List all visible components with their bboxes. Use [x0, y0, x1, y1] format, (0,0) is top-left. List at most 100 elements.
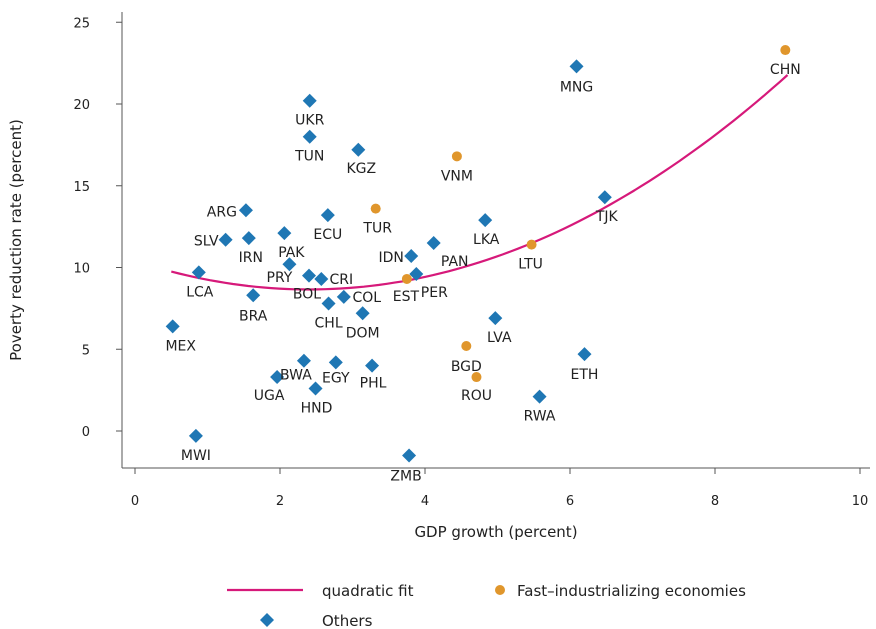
point-label-kgz: KGZ	[346, 161, 376, 177]
point-lka	[478, 213, 493, 228]
point-mex	[165, 319, 180, 334]
point-label-arg: ARG	[207, 204, 237, 220]
point-bgd	[461, 340, 472, 351]
point-label-mex: MEX	[165, 338, 196, 354]
y-tick-label: 10	[73, 262, 90, 277]
point-label-bol: BOL	[293, 287, 321, 303]
point-label-chl: CHL	[315, 315, 343, 331]
y-axis-ticks: 0 5 10 15 20 25	[73, 16, 122, 440]
point-cri	[314, 271, 329, 286]
point-est	[401, 273, 412, 284]
x-tick-label: 2	[276, 494, 284, 509]
point-label-mwi: MWI	[181, 448, 211, 464]
point-chl	[321, 296, 336, 311]
y-tick-label: 0	[82, 425, 90, 440]
point-pan	[426, 235, 441, 250]
point-label-egy: EGY	[322, 370, 350, 386]
point-label-chn: CHN	[770, 62, 801, 78]
y-tick-label: 15	[73, 180, 90, 195]
legend: quadratic fit Fast–industrializing econo…	[227, 582, 746, 629]
x-tick-label: 6	[566, 494, 574, 509]
point-labels: CHN VNM TUR LTU EST BGD ROU MNG UKR TUN KGZ TJK ARG E…	[165, 62, 800, 484]
data-points	[165, 45, 791, 463]
point-label-mng: MNG	[560, 79, 593, 95]
point-label-idn: IDN	[379, 250, 404, 266]
x-tick-label: 0	[131, 494, 139, 509]
point-label-ltu: LTU	[518, 257, 543, 273]
point-label-rwa: RWA	[524, 409, 556, 425]
axes: 0 2 4 6 8 10 0 5 10 15 20 25	[73, 12, 870, 509]
point-label-lka: LKA	[473, 232, 500, 248]
point-bol	[302, 268, 316, 283]
y-axis-title: Poverty reduction rate (percent)	[7, 119, 25, 361]
point-label-uga: UGA	[254, 388, 285, 404]
point-arg	[238, 203, 253, 218]
point-rwa	[532, 389, 547, 404]
point-label-rou: ROU	[461, 388, 492, 404]
point-lca	[191, 265, 206, 280]
x-axis-ticks: 0 2 4 6 8 10	[131, 468, 868, 509]
point-uga	[270, 370, 285, 385]
point-label-pry: PRY	[267, 270, 293, 286]
point-hnd	[308, 381, 323, 396]
point-bra	[246, 288, 261, 303]
point-label-tun: TUN	[294, 149, 324, 165]
point-tur	[370, 203, 381, 214]
point-ukr	[302, 93, 317, 108]
point-pry	[282, 257, 297, 272]
point-phl	[365, 358, 380, 373]
point-label-pan: PAN	[441, 254, 469, 270]
point-mwi	[188, 428, 203, 443]
point-label-col: COL	[352, 290, 381, 306]
point-slv	[218, 232, 233, 247]
point-rou	[471, 372, 482, 383]
point-idn	[404, 249, 419, 264]
legend-others-swatch	[260, 613, 274, 627]
x-tick-label: 4	[421, 494, 429, 509]
point-label-ukr: UKR	[295, 113, 324, 129]
point-bwa	[296, 353, 311, 368]
point-label-phl: PHL	[360, 376, 387, 392]
point-ltu	[526, 239, 537, 250]
point-tun	[302, 129, 317, 144]
point-label-dom: DOM	[346, 325, 380, 341]
point-label-hnd: HND	[301, 400, 333, 416]
quadratic-fit-curve	[171, 74, 789, 291]
point-label-tur: TUR	[362, 221, 392, 237]
point-label-irn: IRN	[239, 250, 263, 266]
point-eth	[577, 347, 592, 362]
y-tick-label: 5	[82, 343, 90, 358]
y-tick-label: 20	[73, 98, 90, 113]
legend-others-label: Others	[322, 612, 373, 629]
point-chn	[780, 45, 791, 56]
point-label-slv: SLV	[194, 234, 219, 250]
point-egy	[328, 355, 343, 370]
point-label-bgd: BGD	[451, 359, 482, 375]
point-label-zmb: ZMB	[390, 469, 421, 485]
point-vnm	[451, 151, 462, 162]
x-tick-label: 10	[852, 494, 869, 509]
point-label-tjk: TJK	[595, 209, 619, 225]
legend-fit-label: quadratic fit	[322, 582, 414, 600]
point-per	[409, 267, 424, 282]
point-label-per: PER	[421, 285, 448, 301]
point-kgz	[351, 142, 366, 157]
point-label-cri: CRI	[330, 272, 354, 288]
point-irn	[241, 231, 256, 246]
point-lva	[488, 311, 503, 326]
x-axis-title: GDP growth (percent)	[414, 523, 577, 541]
legend-fast-label: Fast–industrializing economies	[517, 582, 746, 600]
point-ecu	[320, 208, 335, 223]
point-label-lca: LCA	[186, 284, 214, 300]
point-label-vnm: VNM	[441, 168, 473, 184]
point-mng	[569, 59, 584, 74]
point-label-est: EST	[393, 289, 420, 305]
x-tick-label: 8	[711, 494, 719, 509]
point-zmb	[402, 448, 417, 463]
point-pak	[277, 226, 292, 241]
point-label-eth: ETH	[571, 367, 599, 383]
point-label-lva: LVA	[487, 330, 512, 346]
point-label-ecu: ECU	[313, 227, 342, 243]
point-tjk	[597, 190, 612, 205]
